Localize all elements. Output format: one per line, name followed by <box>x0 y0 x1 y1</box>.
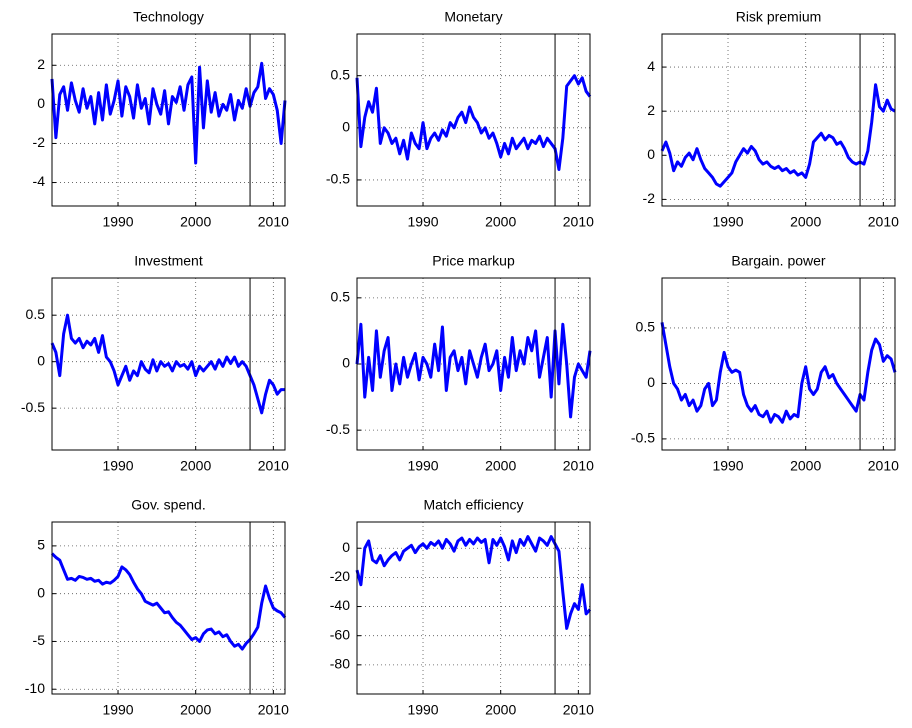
x-tick-label: 2010 <box>563 214 594 230</box>
y-tick-label: -80 <box>330 656 350 672</box>
y-tick-label: -40 <box>330 597 350 613</box>
data-line <box>355 74 592 172</box>
x-tick-label: 2010 <box>258 214 289 230</box>
x-tick-label: 2010 <box>868 214 899 230</box>
x-tick-label: 2000 <box>485 458 516 474</box>
x-tick-label: 2000 <box>180 702 211 718</box>
plot-area <box>52 522 285 694</box>
plot-area <box>357 522 590 694</box>
y-tick-label: 0 <box>647 374 655 390</box>
y-tick-label: -10 <box>25 680 45 696</box>
x-tick-label: 2000 <box>485 214 516 230</box>
y-tick-label: -0.5 <box>326 421 350 437</box>
x-tick-label: 2000 <box>790 458 821 474</box>
x-tick-label: 1990 <box>102 702 133 718</box>
x-tick-label: 1990 <box>407 458 438 474</box>
y-tick-label: 5 <box>37 537 45 553</box>
y-tick-label: -0.5 <box>21 399 45 415</box>
x-tick-label: 2010 <box>868 458 899 474</box>
plot-area <box>662 278 895 450</box>
y-tick-label: -0.5 <box>631 430 655 446</box>
data-line <box>50 61 287 165</box>
subplot-title: Match efficiency <box>423 497 523 513</box>
x-tick-label: 2000 <box>180 458 211 474</box>
axes-box <box>356 277 591 451</box>
data-line <box>50 313 285 415</box>
y-tick-label: -2 <box>643 190 656 206</box>
y-tick-label: 2 <box>37 56 45 72</box>
y-tick-label: 0 <box>37 584 45 600</box>
x-tick-label: 2010 <box>258 702 289 718</box>
x-tick-label: 1990 <box>102 458 133 474</box>
x-tick-label: 1990 <box>102 214 133 230</box>
y-tick-label: -60 <box>330 626 350 642</box>
y-tick-label: -5 <box>33 632 46 648</box>
y-tick-label: 2 <box>647 102 655 118</box>
axes-box <box>356 521 591 695</box>
subplot-title: Investment <box>134 253 203 269</box>
subplot-title: Technology <box>133 9 204 25</box>
x-tick-label: 1990 <box>712 214 743 230</box>
x-tick-label: 1990 <box>712 458 743 474</box>
y-tick-label: 0 <box>37 352 45 368</box>
axes-box <box>661 33 896 207</box>
subplot-title: Gov. spend. <box>131 497 205 513</box>
y-tick-label: 4 <box>647 58 655 74</box>
x-tick-label: 1990 <box>407 702 438 718</box>
y-tick-label: 0 <box>342 355 350 371</box>
data-line <box>355 535 592 630</box>
x-tick-label: 2010 <box>563 702 594 718</box>
x-tick-label: 2000 <box>180 214 211 230</box>
x-tick-label: 2010 <box>563 458 594 474</box>
x-tick-label: 2000 <box>790 214 821 230</box>
x-tick-label: 1990 <box>407 214 438 230</box>
subplot-title: Bargain. power <box>731 253 826 269</box>
x-tick-label: 2000 <box>485 702 516 718</box>
y-tick-label: 0 <box>37 95 45 111</box>
x-tick-label: 2010 <box>258 458 289 474</box>
plot-area <box>662 34 895 206</box>
y-tick-label: 0.5 <box>26 306 46 322</box>
subplot-title: Monetary <box>444 9 502 25</box>
subplot-title: Price markup <box>432 253 515 269</box>
y-tick-label: -0.5 <box>326 171 350 187</box>
axes-box <box>51 277 286 451</box>
axes-box <box>51 33 286 207</box>
data-line <box>50 552 287 651</box>
y-tick-label: 0.5 <box>331 66 351 82</box>
y-tick-label: 0 <box>342 539 350 555</box>
y-tick-label: -20 <box>330 568 350 584</box>
y-tick-label: 0.5 <box>636 319 656 335</box>
data-line <box>355 322 592 419</box>
y-tick-label: 0 <box>647 146 655 162</box>
subplot-title: Risk premium <box>736 9 822 25</box>
axes-box <box>51 521 286 695</box>
axes-box <box>356 33 591 207</box>
data-line <box>660 322 897 424</box>
plot-area <box>357 34 590 206</box>
y-tick-label: 0.5 <box>331 289 351 305</box>
y-tick-label: -4 <box>33 173 46 189</box>
y-tick-label: -2 <box>33 134 46 150</box>
axes-box <box>661 277 896 451</box>
y-tick-label: 0 <box>342 119 350 135</box>
data-line <box>660 83 896 188</box>
